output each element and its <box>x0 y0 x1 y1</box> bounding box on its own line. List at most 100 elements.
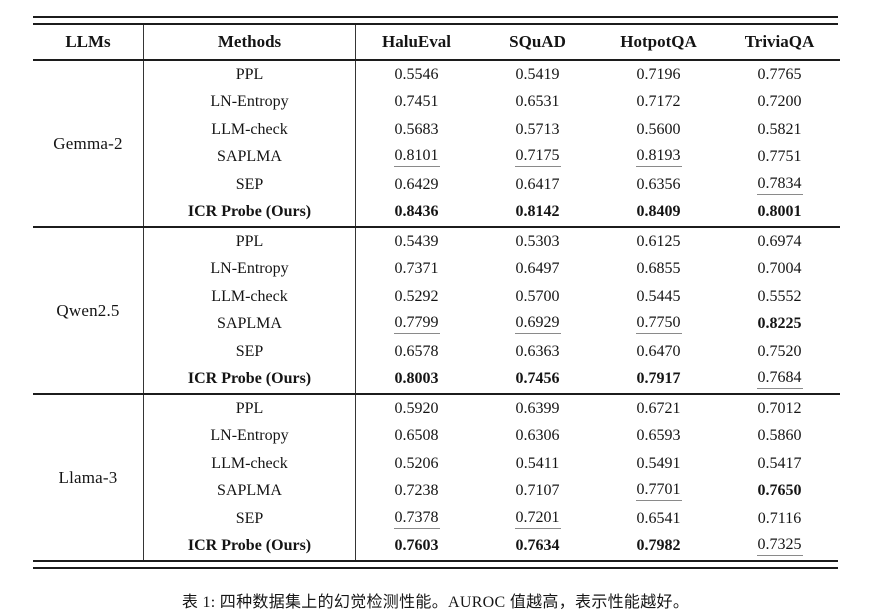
auroc-value: 0.7701 <box>635 481 682 502</box>
value-cell: 0.5292 <box>356 283 478 311</box>
method-label: ICR Probe (Ours) <box>143 365 356 394</box>
auroc-value: 0.5546 <box>394 65 439 83</box>
table-row: SAPLMA 0.7799 0.6929 0.7750 0.8225 <box>33 310 840 339</box>
auroc-value: 0.7378 <box>393 509 440 529</box>
method-label: SEP <box>143 338 356 366</box>
value-cell: 0.7650 <box>719 478 840 506</box>
method-label: LLM-check <box>143 450 356 478</box>
table-row: ICR Probe (Ours) 0.7603 0.7634 0.7982 0.7325 <box>33 532 840 561</box>
results-table: LLMs Methods HaluEval SQuAD HotpotQA Tri… <box>33 25 840 560</box>
header-llms: LLMs <box>33 25 144 61</box>
table-header: LLMs Methods HaluEval SQuAD HotpotQA Tri… <box>33 25 840 61</box>
auroc-value: 0.5303 <box>515 232 560 250</box>
table-row: Gemma-2 PPL 0.5546 0.5419 0.7196 0.7765 <box>33 60 840 227</box>
value-cell: 0.8193 <box>598 144 719 172</box>
auroc-value: 0.5920 <box>394 399 439 417</box>
value-cell: 0.5600 <box>598 116 719 144</box>
auroc-value: 0.5683 <box>394 120 439 138</box>
auroc-value: 0.6855 <box>636 260 681 278</box>
header-squad: SQuAD <box>477 25 598 61</box>
auroc-value: 0.6929 <box>514 314 561 335</box>
value-cell: 0.7701 <box>598 478 719 506</box>
table-caption: 表 1: 四种数据集上的幻觉检测性能。AUROC 值越高，表示性能越好。 <box>181 594 690 611</box>
auroc-value: 0.5292 <box>394 287 439 305</box>
method-label: LN-Entropy <box>143 88 356 116</box>
auroc-value: 0.6470 <box>636 342 681 360</box>
auroc-value: 0.5491 <box>636 454 681 472</box>
auroc-value: 0.7751 <box>757 148 802 166</box>
value-cell: 0.7603 <box>356 533 478 561</box>
top-rule-inner <box>33 23 838 25</box>
bottom-rule-inner <box>33 560 838 562</box>
method-label: LLM-check <box>143 116 356 144</box>
auroc-value: 0.7650 <box>757 482 802 500</box>
value-cell: 0.7175 <box>477 144 598 172</box>
value-cell: 0.6541 <box>598 505 719 533</box>
auroc-value: 0.6399 <box>515 399 560 417</box>
value-cell: 0.5683 <box>356 116 478 144</box>
auroc-value: 0.8001 <box>757 203 802 221</box>
value-cell: 0.7172 <box>598 89 719 117</box>
method-label: ICR Probe (Ours) <box>143 198 356 227</box>
value-cell: 0.6855 <box>598 256 719 284</box>
method-label: SAPLMA <box>143 310 356 338</box>
table-row: LN-Entropy 0.7451 0.6531 0.7172 0.7200 <box>33 88 840 117</box>
value-cell: 0.8142 <box>477 199 598 228</box>
auroc-value: 0.7765 <box>757 65 802 83</box>
value-cell: 0.7238 <box>356 478 478 506</box>
value-cell: 0.5206 <box>356 450 478 478</box>
value-cell: 0.6356 <box>598 171 719 199</box>
auroc-value: 0.5860 <box>757 427 802 445</box>
value-cell: 0.7196 <box>598 60 719 89</box>
value-cell: 0.6929 <box>477 311 598 339</box>
auroc-value: 0.8142 <box>515 203 560 221</box>
auroc-value: 0.6429 <box>394 175 439 193</box>
auroc-value: 0.7917 <box>636 370 681 388</box>
method-label: LLM-check <box>143 283 356 311</box>
value-cell: 0.6399 <box>477 394 598 423</box>
top-rule-outer <box>33 16 838 18</box>
table-row: LLM-check 0.5206 0.5411 0.5491 0.5417 <box>33 450 840 478</box>
table-row: Qwen2.5 PPL 0.5439 0.5303 0.6125 0.6974 <box>33 227 840 394</box>
auroc-value: 0.5439 <box>394 232 439 250</box>
value-cell: 0.7200 <box>719 89 840 117</box>
auroc-value: 0.6508 <box>394 427 439 445</box>
group-qwen2-5: Qwen2.5 PPL 0.5439 0.5303 0.6125 0.6974 LN-Ent… <box>33 227 840 394</box>
table-row: SAPLMA 0.7238 0.7107 0.7701 0.7650 <box>33 477 840 506</box>
value-cell: 0.7012 <box>719 394 840 423</box>
table-row: SEP 0.7378 0.7201 0.6541 0.7116 <box>33 505 840 533</box>
auroc-value: 0.6721 <box>636 399 681 417</box>
auroc-value: 0.5713 <box>515 120 560 138</box>
table-row: SEP 0.6429 0.6417 0.6356 0.7834 <box>33 171 840 199</box>
auroc-value: 0.7004 <box>757 260 802 278</box>
method-label: LN-Entropy <box>143 255 356 283</box>
value-cell: 0.6497 <box>477 256 598 284</box>
auroc-value: 0.7799 <box>393 314 440 335</box>
auroc-value: 0.5700 <box>515 287 560 305</box>
auroc-value: 0.5445 <box>636 287 681 305</box>
value-cell: 0.5860 <box>719 423 840 451</box>
value-cell: 0.5439 <box>356 227 478 256</box>
header-hotpotqa: HotpotQA <box>598 25 719 61</box>
value-cell: 0.6417 <box>477 171 598 199</box>
bottom-rule-outer <box>33 567 838 569</box>
auroc-value: 0.7200 <box>757 93 802 111</box>
value-cell: 0.6429 <box>356 171 478 199</box>
value-cell: 0.7004 <box>719 256 840 284</box>
method-label: SAPLMA <box>143 143 356 171</box>
auroc-value: 0.5419 <box>515 65 560 83</box>
value-cell: 0.6470 <box>598 338 719 366</box>
auroc-value: 0.6497 <box>515 260 560 278</box>
value-cell: 0.7378 <box>356 505 478 533</box>
auroc-value: 0.5552 <box>757 287 802 305</box>
value-cell: 0.6363 <box>477 338 598 366</box>
method-label: SAPLMA <box>143 477 356 505</box>
auroc-value: 0.5206 <box>394 454 439 472</box>
llm-name-llama-3: Llama-3 <box>33 394 144 560</box>
auroc-value: 0.5411 <box>515 454 560 472</box>
value-cell: 0.7325 <box>719 533 840 561</box>
table-row: SAPLMA 0.8101 0.7175 0.8193 0.7751 <box>33 143 840 172</box>
table-row: ICR Probe (Ours) 0.8003 0.7456 0.7917 0.7684 <box>33 365 840 394</box>
auroc-value: 0.7520 <box>757 342 802 360</box>
